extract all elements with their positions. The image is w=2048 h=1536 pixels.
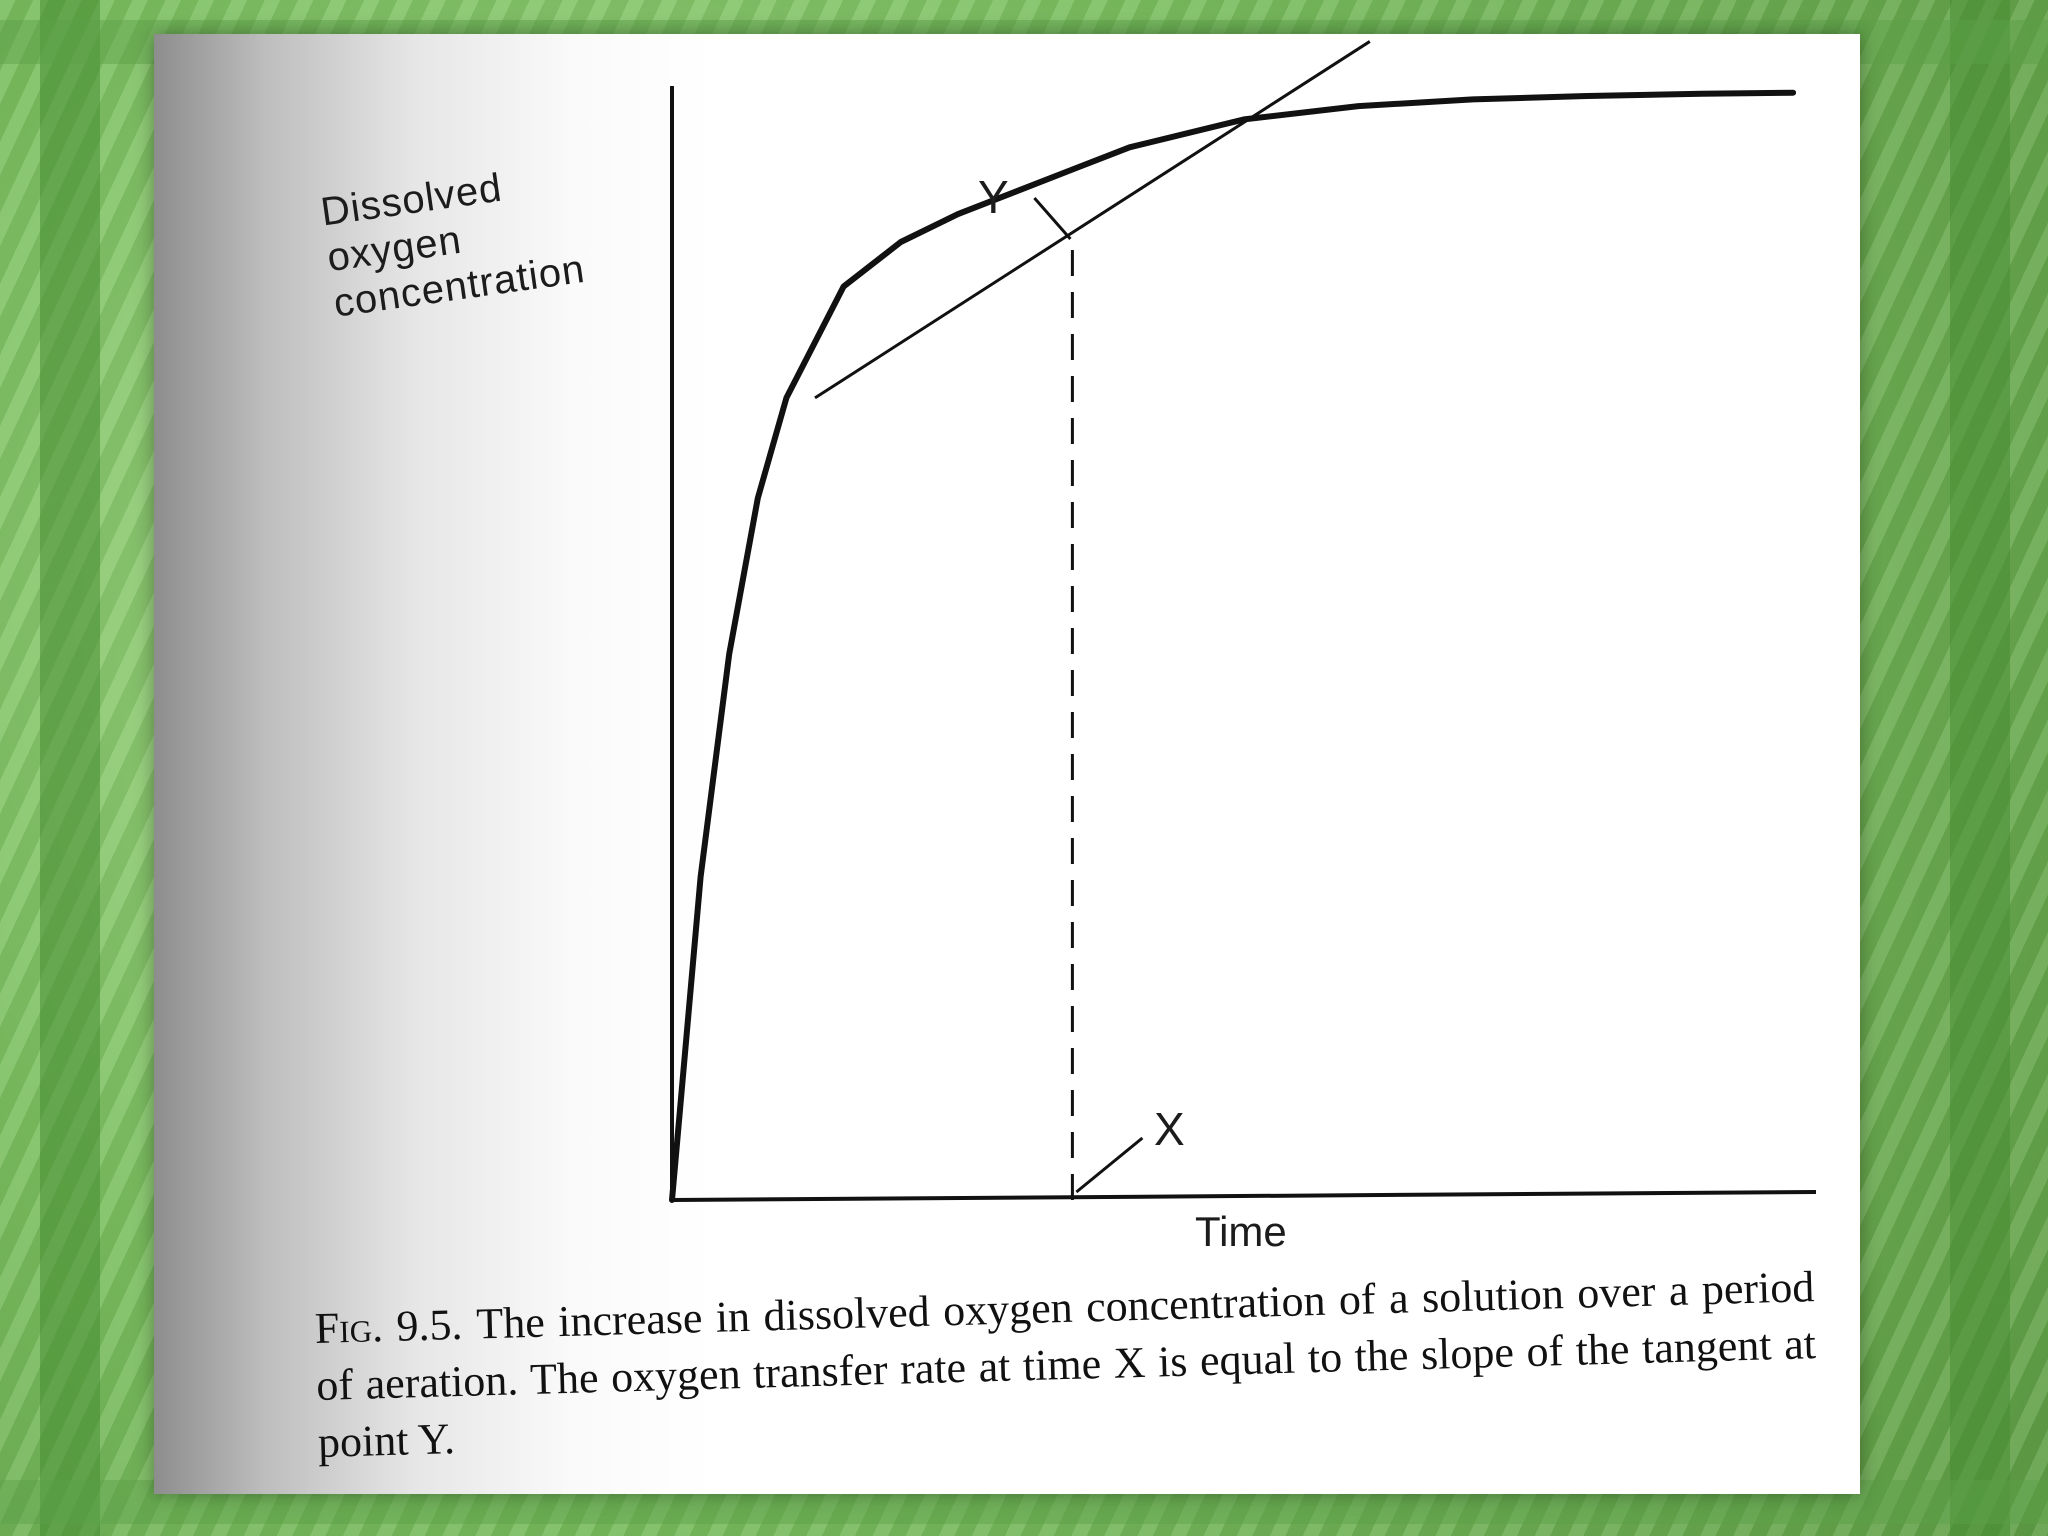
caption-figure-number: Fig. 9.5.	[314, 1299, 464, 1353]
oxygen-concentration-curve	[669, 89, 1797, 1203]
point-y-leader	[1033, 196, 1072, 240]
x-axis	[671, 1190, 1817, 1202]
chart-marks	[669, 40, 1797, 1203]
frame-stripe-right	[1950, 0, 2010, 1536]
point-y-label: Y	[978, 171, 1009, 223]
x-axis-label: Time	[1195, 1208, 1287, 1255]
point-x-leader	[1075, 1136, 1144, 1194]
scanned-page	[154, 34, 1860, 1494]
point-x-label: X	[1154, 1103, 1185, 1155]
frame-stripe-left	[40, 0, 100, 1536]
tangent-line	[814, 40, 1371, 400]
